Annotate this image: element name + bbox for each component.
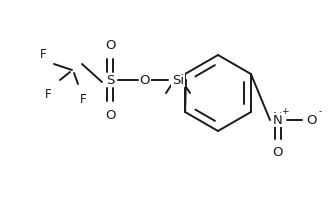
Text: O: O bbox=[105, 109, 115, 122]
Text: O: O bbox=[307, 113, 317, 127]
Text: Si: Si bbox=[172, 73, 184, 87]
Text: F: F bbox=[80, 92, 86, 106]
Text: F: F bbox=[45, 88, 51, 101]
Text: N: N bbox=[273, 113, 283, 127]
Text: -: - bbox=[318, 108, 322, 116]
Text: O: O bbox=[105, 38, 115, 51]
Text: F: F bbox=[40, 48, 46, 61]
Text: S: S bbox=[106, 73, 114, 87]
Text: +: + bbox=[281, 107, 289, 115]
Text: O: O bbox=[140, 73, 150, 87]
Text: O: O bbox=[273, 147, 283, 160]
